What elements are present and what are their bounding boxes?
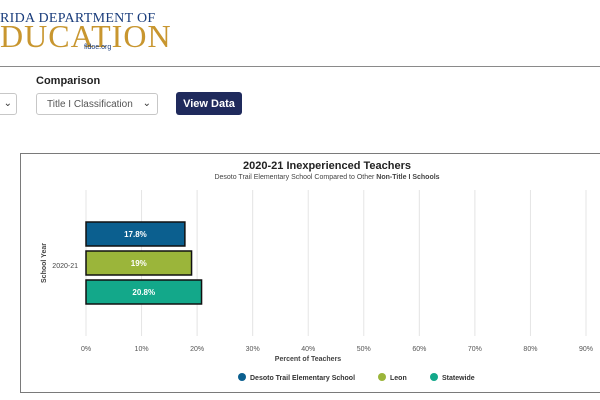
x-tick-label: 20% xyxy=(190,346,204,353)
legend-item-label[interactable]: Leon xyxy=(390,375,407,382)
comparison-label: Comparison xyxy=(36,75,101,87)
legend-item-label[interactable]: Desoto Trail Elementary School xyxy=(250,375,355,382)
x-tick-label: 80% xyxy=(523,346,537,353)
y-axis-label: School Year xyxy=(41,243,48,283)
legend-item-label[interactable]: Statewide xyxy=(442,375,475,382)
chart-subtitle-bold: Non-Title I Schools xyxy=(376,174,440,181)
view-data-button[interactable]: View Data xyxy=(176,92,242,115)
x-tick-label: 10% xyxy=(135,346,149,353)
legend-marker xyxy=(378,373,386,381)
logo-main-text: DUCATION xyxy=(0,18,172,54)
x-tick-label: 50% xyxy=(357,346,371,353)
bar-2[interactable] xyxy=(85,250,193,276)
chevron-down-icon: ⌄ xyxy=(142,98,151,109)
legend-marker xyxy=(430,373,438,381)
bar-3[interactable] xyxy=(85,279,203,305)
x-tick-label: 60% xyxy=(412,346,426,353)
x-axis-label: Percent of Teachers xyxy=(275,356,342,363)
comparison-select[interactable]: Title I Classification ⌄ xyxy=(36,93,158,115)
comparison-select-value: Title I Classification xyxy=(47,99,133,110)
chevron-down-icon: ⌄ xyxy=(3,98,12,109)
bar-data-label: 20.8% xyxy=(132,288,155,297)
chart-subtitle: Desoto Trail Elementary School Compared … xyxy=(0,174,600,181)
legend-marker xyxy=(238,373,246,381)
bar-1[interactable] xyxy=(85,221,186,247)
x-tick-label: 30% xyxy=(246,346,260,353)
chart-subtitle-text: Desoto Trail Elementary School Compared … xyxy=(214,174,377,181)
bar-data-label: 19% xyxy=(131,259,147,268)
logo-url: fldoe.org xyxy=(84,44,112,51)
school-year-select[interactable]: ⌄ xyxy=(0,93,17,115)
x-tick-label: 70% xyxy=(468,346,482,353)
bar-data-label: 17.8% xyxy=(124,230,147,239)
chart-title: 2020-21 Inexperienced Teachers xyxy=(243,160,411,172)
y-category-label: 2020-21 xyxy=(52,263,78,270)
x-tick-label: 90% xyxy=(579,346,593,353)
header-divider xyxy=(0,66,600,67)
x-tick-label: 40% xyxy=(301,346,315,353)
x-tick-label: 0% xyxy=(81,346,91,353)
logo-top-text: RIDA DEPARTMENT OF xyxy=(0,11,156,26)
